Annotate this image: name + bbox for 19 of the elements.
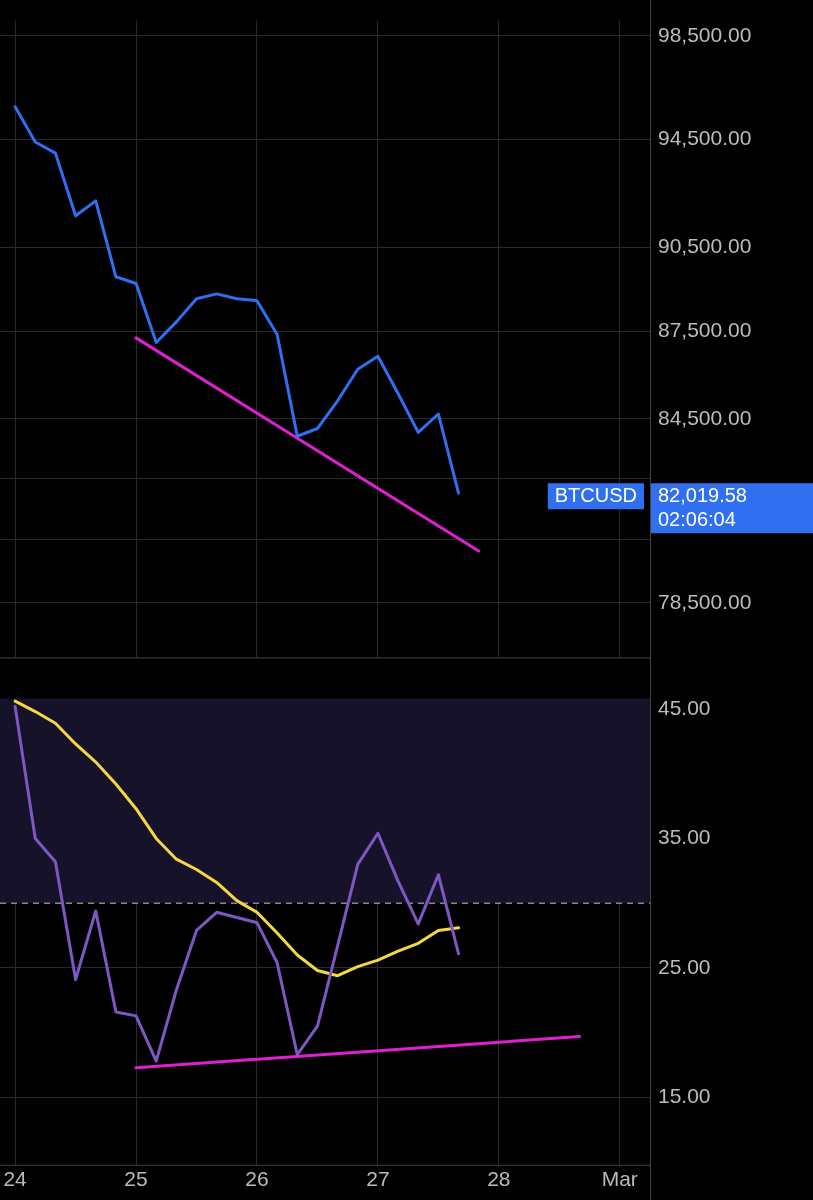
x-tick-label: 28 (487, 1167, 511, 1191)
y-tick-label: 35.00 (658, 825, 711, 849)
text: 82,019.58 (658, 483, 747, 506)
y-tick-label: 84,500.00 (658, 405, 752, 429)
y-tick-label: 94,500.00 (658, 126, 752, 150)
y-tick-label: 87,500.00 (658, 318, 752, 342)
x-tick-label: Mar (601, 1167, 638, 1191)
text: 02:06:04 (658, 507, 736, 530)
x-tick-label: 26 (245, 1167, 269, 1191)
x-tick-label: 24 (3, 1167, 28, 1191)
text: BTCUSD (554, 483, 638, 506)
y-tick-label: 98,500.00 (658, 22, 752, 46)
y-tick-label: 90,500.00 (658, 234, 752, 258)
x-tick-label: 25 (124, 1167, 148, 1191)
y-tick-label: 25.00 (658, 954, 711, 978)
y-tick-label: 15.00 (658, 1084, 711, 1108)
y-tick-label: 45.00 (658, 695, 711, 719)
y-tick-label: 78,500.00 (658, 589, 752, 613)
x-tick-label: 27 (366, 1167, 390, 1191)
